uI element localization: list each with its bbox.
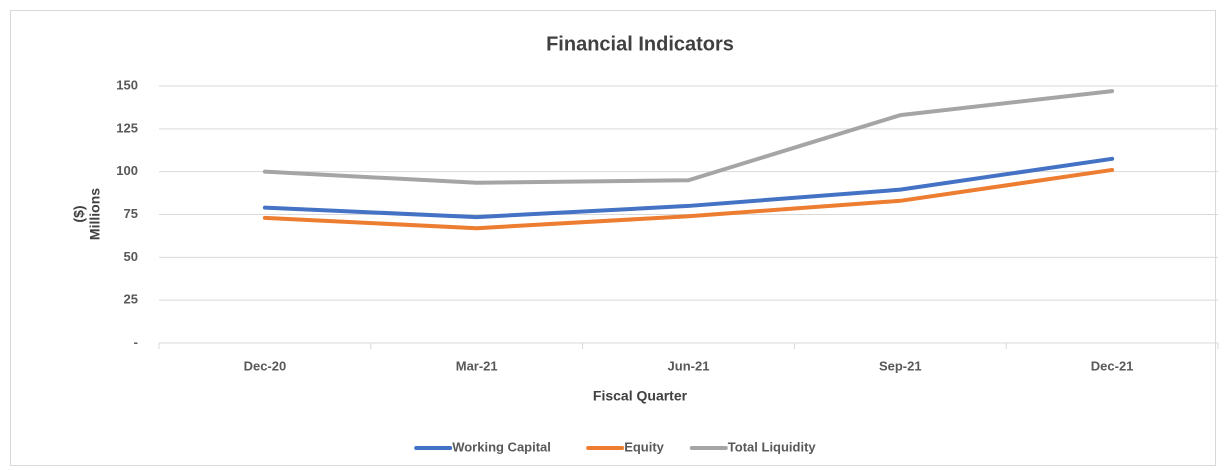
y-axis-title: Millions: [87, 188, 103, 240]
legend-label: Total Liquidity: [728, 439, 817, 454]
line-series: [262, 167, 1115, 231]
chart-title: Financial Indicators: [546, 33, 734, 55]
y-tick-label: 75: [124, 206, 138, 221]
y-tick-label: 25: [124, 292, 138, 307]
legend-label: Equity: [624, 439, 664, 454]
x-tick-label: Jun-21: [668, 358, 710, 373]
y-axis-title: ($): [71, 205, 87, 222]
y-tick-label: 50: [124, 249, 138, 264]
line-series: [262, 156, 1115, 220]
line-series: [262, 89, 1115, 185]
x-tick-label: Mar-21: [456, 358, 498, 373]
x-tick-label: Dec-21: [1091, 358, 1134, 373]
x-axis-title: Fiscal Quarter: [593, 388, 688, 404]
y-tick-label: 125: [116, 120, 138, 135]
legend-label: Working Capital: [452, 439, 551, 454]
y-tick-label: 100: [116, 163, 138, 178]
x-tick-label: Sep-21: [879, 358, 922, 373]
y-tick-label: -: [134, 334, 138, 349]
y-tick-label: 150: [116, 77, 138, 92]
x-tick-label: Dec-20: [244, 358, 287, 373]
